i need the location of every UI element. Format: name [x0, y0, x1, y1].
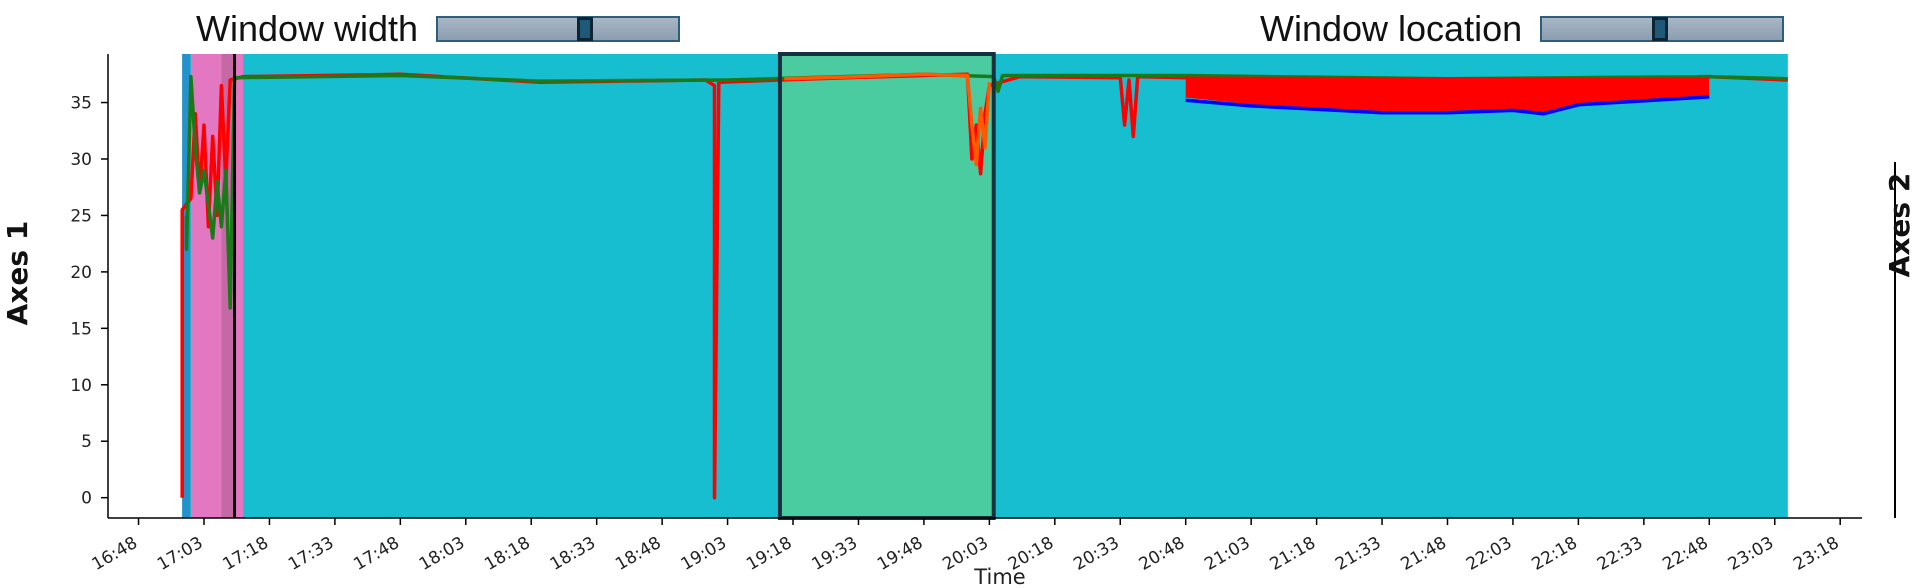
- x-tick-label: 17:48: [350, 533, 402, 575]
- y-tick-label: 5: [81, 432, 92, 452]
- x-tick-label: 18:33: [547, 533, 599, 575]
- window-width-label: Window width: [196, 8, 419, 49]
- x-tick-label: 21:03: [1201, 533, 1253, 575]
- x-tick-label: 19:18: [743, 533, 795, 575]
- y2-axis-title: Axes 2: [1883, 173, 1916, 278]
- series-layer: [180, 72, 1788, 500]
- window-width-slider[interactable]: [436, 16, 681, 42]
- y-tick-label: 10: [70, 376, 92, 396]
- x-tick-label: 18:18: [481, 533, 533, 575]
- window-band: [779, 54, 994, 518]
- y-axis-title: Axes 1: [1, 221, 34, 326]
- x-tick-label: 21:18: [1267, 533, 1319, 575]
- x-tick-label: 18:03: [416, 533, 468, 575]
- x-tick-label: 21:48: [1398, 533, 1450, 575]
- x-axis-title: Time: [973, 565, 1025, 588]
- window-width-control: Window width: [196, 8, 681, 50]
- window-location-label: Window location: [1260, 8, 1523, 49]
- x-tick-label: 17:18: [220, 533, 272, 575]
- x-tick-label: 22:33: [1594, 533, 1646, 575]
- x-tick-label: 22:03: [1463, 533, 1515, 575]
- window-location-slider-thumb[interactable]: [1651, 17, 1668, 41]
- start-stripe: [182, 54, 191, 518]
- y-tick-label: 30: [70, 150, 92, 170]
- x-tick-label: 22:18: [1528, 533, 1580, 575]
- x-tick-label: 19:33: [809, 533, 861, 575]
- y-tick-label: 15: [70, 319, 92, 339]
- red-envelope: [1185, 76, 1710, 111]
- y-tick-label: 35: [70, 94, 92, 114]
- x-tick-label: 20:33: [1070, 533, 1122, 575]
- x-tick-label: 16:48: [89, 533, 141, 575]
- window-location-slider[interactable]: [1540, 16, 1785, 42]
- x-tick-label: 21:33: [1332, 533, 1384, 575]
- x-tick-label: 19:48: [874, 533, 926, 575]
- series-line-blue-2: [1185, 95, 1710, 116]
- x-tick-label: 17:33: [285, 533, 337, 575]
- y-tick-label: 25: [70, 206, 92, 226]
- x-tick-label: 19:03: [678, 533, 730, 575]
- window-location-control: Window location: [1260, 8, 1785, 50]
- x-tick-label: 23:03: [1725, 533, 1777, 575]
- x-tick-label: 22:48: [1659, 533, 1711, 575]
- y-tick-label: 20: [70, 263, 92, 283]
- y-tick-label: 0: [81, 489, 92, 509]
- x-tick-label: 20:48: [1136, 533, 1188, 575]
- x-tick-label: 18:48: [612, 533, 664, 575]
- window-width-slider-thumb[interactable]: [576, 17, 593, 41]
- series-line-orange-4: [784, 72, 992, 167]
- x-tick-label: 23:18: [1790, 533, 1842, 575]
- x-tick-label: 17:03: [154, 533, 206, 575]
